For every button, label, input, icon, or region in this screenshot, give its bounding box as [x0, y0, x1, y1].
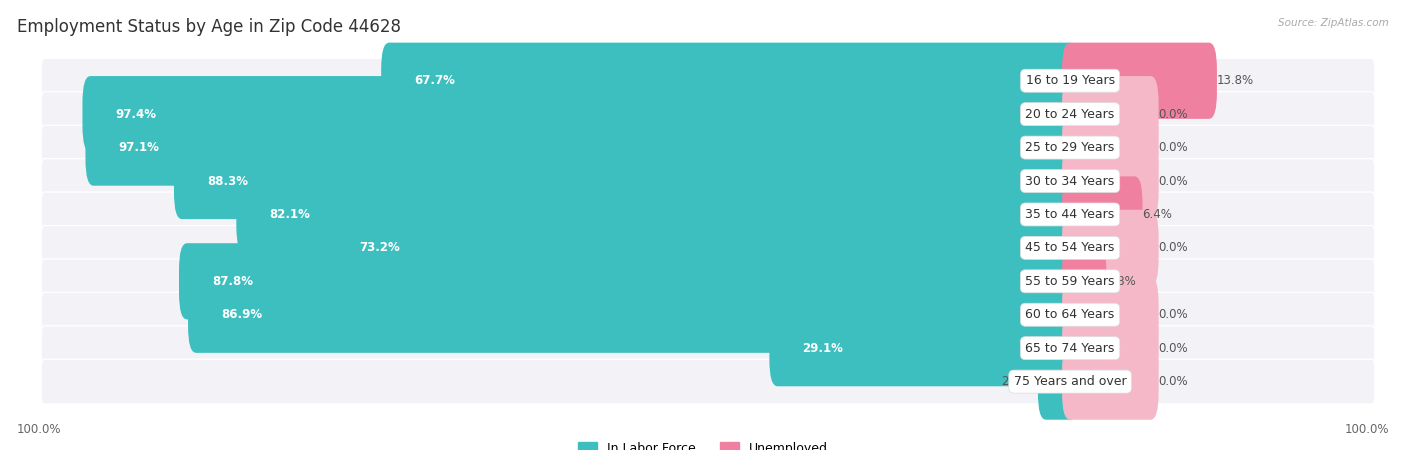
- Text: 55 to 59 Years: 55 to 59 Years: [1025, 275, 1115, 288]
- Text: Employment Status by Age in Zip Code 44628: Employment Status by Age in Zip Code 446…: [17, 18, 401, 36]
- Text: 0.0%: 0.0%: [1159, 108, 1188, 121]
- FancyBboxPatch shape: [1062, 210, 1159, 286]
- Text: 16 to 19 Years: 16 to 19 Years: [1025, 74, 1115, 87]
- FancyBboxPatch shape: [326, 210, 1078, 286]
- FancyBboxPatch shape: [174, 143, 1078, 219]
- FancyBboxPatch shape: [41, 326, 1375, 370]
- Text: 75 Years and over: 75 Years and over: [1014, 375, 1126, 388]
- Text: 0.0%: 0.0%: [1159, 342, 1188, 355]
- Text: 0.0%: 0.0%: [1159, 175, 1188, 188]
- Text: Source: ZipAtlas.com: Source: ZipAtlas.com: [1278, 18, 1389, 28]
- Text: 6.4%: 6.4%: [1143, 208, 1173, 221]
- Text: 73.2%: 73.2%: [359, 241, 399, 254]
- Text: 97.1%: 97.1%: [118, 141, 159, 154]
- Text: 86.9%: 86.9%: [221, 308, 263, 321]
- FancyBboxPatch shape: [1062, 310, 1159, 386]
- FancyBboxPatch shape: [1062, 109, 1159, 186]
- Text: 67.7%: 67.7%: [415, 74, 456, 87]
- FancyBboxPatch shape: [41, 192, 1375, 237]
- Text: 0.0%: 0.0%: [1159, 375, 1188, 388]
- FancyBboxPatch shape: [83, 76, 1078, 152]
- FancyBboxPatch shape: [41, 159, 1375, 203]
- Text: 100.0%: 100.0%: [1344, 423, 1389, 436]
- FancyBboxPatch shape: [41, 58, 1375, 103]
- Text: 0.0%: 0.0%: [1159, 141, 1188, 154]
- Text: 88.3%: 88.3%: [207, 175, 249, 188]
- FancyBboxPatch shape: [179, 243, 1078, 320]
- Text: 35 to 44 Years: 35 to 44 Years: [1025, 208, 1115, 221]
- Text: 65 to 74 Years: 65 to 74 Years: [1025, 342, 1115, 355]
- Text: 87.8%: 87.8%: [212, 275, 253, 288]
- Text: 60 to 64 Years: 60 to 64 Years: [1025, 308, 1115, 321]
- FancyBboxPatch shape: [1062, 43, 1218, 119]
- FancyBboxPatch shape: [41, 125, 1375, 170]
- Text: 0.0%: 0.0%: [1159, 308, 1188, 321]
- Text: 97.4%: 97.4%: [115, 108, 156, 121]
- FancyBboxPatch shape: [1062, 176, 1143, 252]
- Text: 2.4%: 2.4%: [1001, 375, 1031, 388]
- Text: 45 to 54 Years: 45 to 54 Years: [1025, 241, 1115, 254]
- FancyBboxPatch shape: [1038, 343, 1078, 420]
- FancyBboxPatch shape: [1062, 277, 1159, 353]
- FancyBboxPatch shape: [41, 292, 1375, 337]
- Text: 29.1%: 29.1%: [803, 342, 844, 355]
- Text: 20 to 24 Years: 20 to 24 Years: [1025, 108, 1115, 121]
- FancyBboxPatch shape: [41, 92, 1375, 136]
- Text: 13.8%: 13.8%: [1218, 74, 1254, 87]
- FancyBboxPatch shape: [1062, 243, 1107, 320]
- FancyBboxPatch shape: [1062, 76, 1159, 152]
- FancyBboxPatch shape: [1062, 343, 1159, 420]
- Text: 30 to 34 Years: 30 to 34 Years: [1025, 175, 1115, 188]
- FancyBboxPatch shape: [41, 359, 1375, 404]
- Text: 2.8%: 2.8%: [1107, 275, 1136, 288]
- FancyBboxPatch shape: [41, 259, 1375, 304]
- Text: 25 to 29 Years: 25 to 29 Years: [1025, 141, 1115, 154]
- FancyBboxPatch shape: [236, 176, 1078, 252]
- FancyBboxPatch shape: [188, 277, 1078, 353]
- Legend: In Labor Force, Unemployed: In Labor Force, Unemployed: [578, 442, 828, 450]
- FancyBboxPatch shape: [41, 225, 1375, 270]
- FancyBboxPatch shape: [769, 310, 1078, 386]
- FancyBboxPatch shape: [86, 109, 1078, 186]
- Text: 100.0%: 100.0%: [17, 423, 62, 436]
- FancyBboxPatch shape: [1062, 143, 1159, 219]
- FancyBboxPatch shape: [381, 43, 1078, 119]
- Text: 82.1%: 82.1%: [270, 208, 311, 221]
- Text: 0.0%: 0.0%: [1159, 241, 1188, 254]
